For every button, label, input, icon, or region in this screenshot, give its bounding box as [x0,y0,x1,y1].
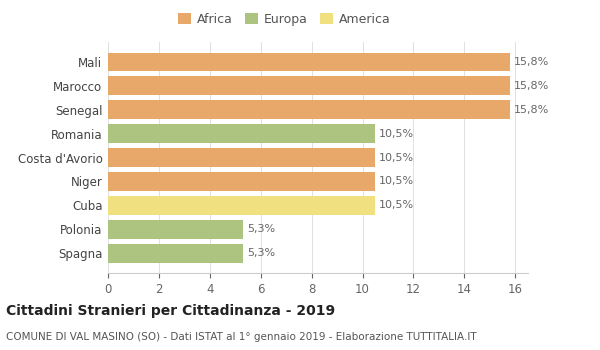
Text: Cittadini Stranieri per Cittadinanza - 2019: Cittadini Stranieri per Cittadinanza - 2… [6,304,335,318]
Text: 10,5%: 10,5% [379,176,414,187]
Bar [108,76,510,95]
Text: 10,5%: 10,5% [379,128,414,139]
Legend: Africa, Europa, America: Africa, Europa, America [173,8,396,31]
Bar [108,100,510,119]
Bar [108,124,375,143]
Text: 15,8%: 15,8% [514,81,549,91]
Bar [108,196,375,215]
Text: 5,3%: 5,3% [247,224,275,234]
Bar [108,220,243,239]
Text: COMUNE DI VAL MASINO (SO) - Dati ISTAT al 1° gennaio 2019 - Elaborazione TUTTITA: COMUNE DI VAL MASINO (SO) - Dati ISTAT a… [6,332,476,343]
Bar [108,172,375,191]
Text: 10,5%: 10,5% [379,200,414,210]
Text: 15,8%: 15,8% [514,57,549,67]
Bar [108,244,243,262]
Bar [108,52,510,71]
Text: 5,3%: 5,3% [247,248,275,258]
Bar [108,148,375,167]
Text: 10,5%: 10,5% [379,153,414,162]
Text: 15,8%: 15,8% [514,105,549,115]
